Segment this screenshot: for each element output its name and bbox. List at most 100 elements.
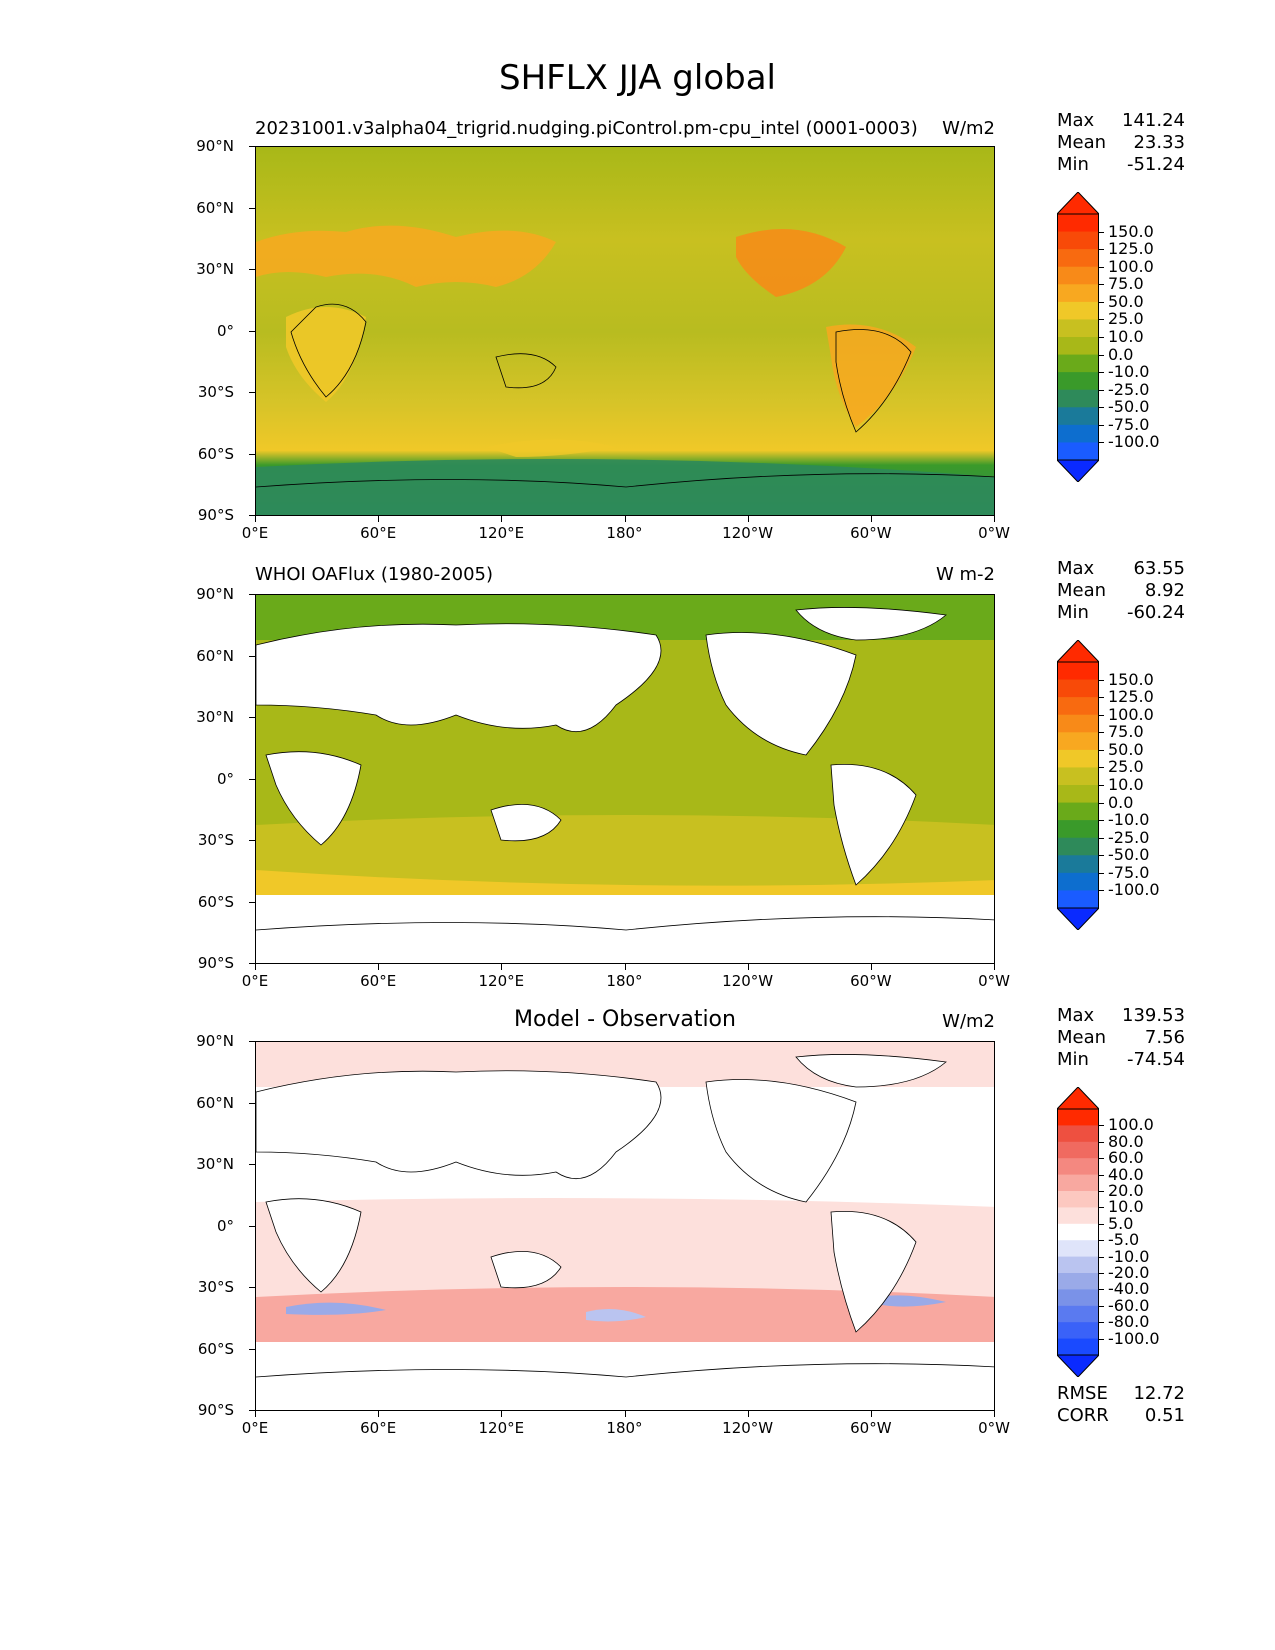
colorbar-tick-mark xyxy=(1099,837,1104,839)
colorbar-tick-label: 40.0 xyxy=(1108,1164,1144,1184)
y-tick-mark xyxy=(249,1348,255,1350)
panel-units: W m-2 xyxy=(935,564,995,585)
y-tick-mark xyxy=(249,453,255,455)
x-tick-mark xyxy=(255,1411,256,1417)
colorbar-segment xyxy=(1057,266,1099,285)
figure-title: SHFLX JJA global xyxy=(499,58,776,98)
colorbar-tick-mark xyxy=(1099,407,1104,409)
colorbar-segment xyxy=(1057,1125,1099,1143)
x-tick-label: 0°W xyxy=(978,524,1010,542)
stat-min-value: -60.24 xyxy=(1126,602,1185,623)
panel-model: 20231001.v3alpha04_trigrid.nudging.piCon… xyxy=(0,110,1275,570)
colorbar-segment xyxy=(1057,1141,1099,1159)
y-tick-label: 0° xyxy=(216,321,234,340)
colorbar-diff xyxy=(1057,1087,1099,1377)
colorbar-tick-label: -10.0 xyxy=(1108,810,1150,830)
colorbar-tick-label: 10.0 xyxy=(1108,775,1144,794)
y-tick-label: 0° xyxy=(216,1216,234,1235)
y-tick-label: 0° xyxy=(216,769,234,788)
stat-min-label: Min xyxy=(1057,154,1089,175)
colorbar-segment xyxy=(1057,319,1099,338)
x-tick-mark xyxy=(994,516,995,522)
colorbar-tick-mark xyxy=(1099,442,1104,444)
colorbar-segment xyxy=(1057,1174,1099,1192)
colorbar-tick-mark xyxy=(1099,1125,1104,1127)
colorbar-tick-label: 80.0 xyxy=(1108,1131,1144,1151)
colorbar-segment xyxy=(1057,442,1099,461)
y-tick-mark xyxy=(249,1041,255,1042)
x-tick-label: 120°W xyxy=(722,1419,774,1437)
colorbar-tick-label: 75.0 xyxy=(1108,274,1144,294)
x-tick-mark xyxy=(378,516,380,522)
x-tick-label: 0°E xyxy=(241,1419,269,1437)
colorbar-under-triangle xyxy=(1057,459,1099,482)
colorbar-segment xyxy=(1057,802,1099,821)
stat-max-label: Max xyxy=(1057,1005,1095,1026)
corr-label: CORR xyxy=(1057,1405,1109,1426)
colorbar-segment xyxy=(1057,1338,1099,1356)
y-tick-label: 30°S xyxy=(197,1278,234,1296)
stat-mean-label: Mean xyxy=(1057,580,1107,601)
colorbar-segment xyxy=(1057,872,1099,891)
colorbar-tick-mark xyxy=(1099,372,1104,374)
panel-units: W/m2 xyxy=(942,1011,995,1032)
colorbar-tick-label: -60.0 xyxy=(1108,1295,1150,1315)
colorbar-tick-mark xyxy=(1099,872,1104,874)
x-tick-mark xyxy=(624,964,626,970)
x-tick-mark xyxy=(255,516,256,522)
colorbar-tick-label: -75.0 xyxy=(1108,862,1150,882)
colorbar-segment xyxy=(1057,407,1099,426)
y-tick-label: 60°S xyxy=(197,892,234,911)
colorbar-under-triangle xyxy=(1057,907,1099,930)
colorbar-segment xyxy=(1057,337,1099,356)
x-tick-mark xyxy=(747,964,749,970)
colorbar-tick-mark xyxy=(1099,266,1104,268)
y-tick-label: 90°S xyxy=(197,506,234,524)
y-tick-label: 30°S xyxy=(197,831,234,849)
colorbar-segment xyxy=(1057,697,1099,716)
stat-mean-label: Mean xyxy=(1057,1027,1107,1048)
x-tick-label: 120°W xyxy=(722,972,774,990)
x-tick-label: 60°W xyxy=(850,1419,892,1437)
colorbar-tick-mark xyxy=(1099,1223,1104,1225)
x-tick-mark xyxy=(378,964,380,970)
corr-value: 0.51 xyxy=(1144,1405,1185,1426)
colorbar-tick-label: 125.0 xyxy=(1108,239,1154,259)
map-obs xyxy=(255,594,995,964)
colorbar-tick-label: 0.0 xyxy=(1108,344,1134,364)
y-tick-label: 60°N xyxy=(196,1093,234,1112)
stat-max-label: Max xyxy=(1057,110,1095,131)
colorbar-tick-mark xyxy=(1099,749,1104,751)
x-tick-label: 60°E xyxy=(360,524,397,542)
colorbar-tick-label: 25.0 xyxy=(1108,309,1144,329)
colorbar-segment xyxy=(1057,214,1099,233)
colorbar-tick-mark xyxy=(1099,890,1104,892)
colorbar-segment xyxy=(1057,785,1099,804)
colorbar-tick-label: 10.0 xyxy=(1108,327,1144,346)
colorbar-over-triangle xyxy=(1057,192,1099,215)
colorbar-tick-label: 60.0 xyxy=(1108,1148,1144,1168)
stat-min-label: Min xyxy=(1057,602,1089,623)
colorbar-tick-label: 5.0 xyxy=(1108,1213,1134,1233)
x-tick-mark xyxy=(501,1411,503,1417)
x-tick-mark xyxy=(501,964,503,970)
colorbar-tick-label: -75.0 xyxy=(1108,414,1150,434)
colorbar-tick-mark xyxy=(1099,820,1104,822)
colorbar-tick-label: 125.0 xyxy=(1108,687,1154,707)
x-tick-label: 120°W xyxy=(722,524,774,542)
colorbar-tick-mark xyxy=(1099,1322,1104,1324)
colorbar-segment xyxy=(1057,284,1099,303)
colorbar-tick-label: 50.0 xyxy=(1108,291,1144,311)
x-tick-mark xyxy=(870,964,872,970)
colorbar-tick-label: -10.0 xyxy=(1108,362,1150,382)
x-tick-mark xyxy=(870,1411,872,1417)
colorbar-obs xyxy=(1057,640,1099,930)
x-tick-label: 120°E xyxy=(478,972,525,990)
panel-obs: WHOI OAFlux (1980-2005) W m-2 Max 63.55 M… xyxy=(0,558,1275,1018)
colorbar-tick-label: 20.0 xyxy=(1108,1181,1144,1200)
map-model xyxy=(255,146,995,516)
x-tick-label: 180° xyxy=(606,1419,643,1437)
colorbar-tick-label: -80.0 xyxy=(1108,1312,1150,1332)
colorbar-segment xyxy=(1057,732,1099,751)
colorbar-tick-label: 0.0 xyxy=(1108,792,1134,812)
